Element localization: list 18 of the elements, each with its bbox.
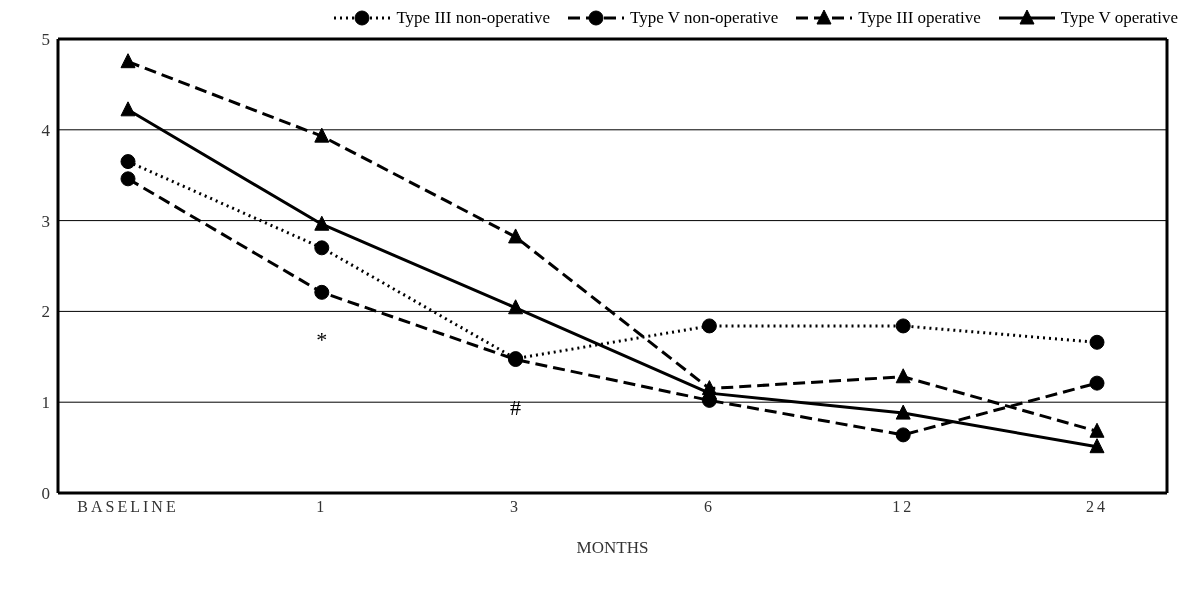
- y-tick-label: 5: [41, 30, 50, 50]
- legend-label: Type V operative: [1060, 8, 1178, 28]
- legend-label: Type III operative: [858, 8, 981, 28]
- y-tick-label: 0: [41, 484, 50, 504]
- x-axis-title: MONTHS: [576, 538, 649, 557]
- legend-label: Type V non-operative: [630, 8, 779, 28]
- x-tick-label: 3: [510, 498, 522, 516]
- annotation: *: [316, 327, 328, 353]
- x-tick-label: 24: [1086, 498, 1108, 516]
- x-tick-label: 1: [316, 498, 328, 516]
- legend-label: Type III non-operative: [396, 8, 551, 28]
- y-tick-label: 3: [41, 211, 50, 231]
- y-tick-label: 1: [41, 393, 50, 413]
- x-tick-label: BASELINE: [77, 498, 179, 516]
- x-tick-label: 6: [703, 498, 715, 516]
- y-tick-label: 2: [41, 302, 50, 322]
- y-tick-label: 4: [41, 120, 51, 140]
- x-tick-label: 12: [892, 498, 915, 516]
